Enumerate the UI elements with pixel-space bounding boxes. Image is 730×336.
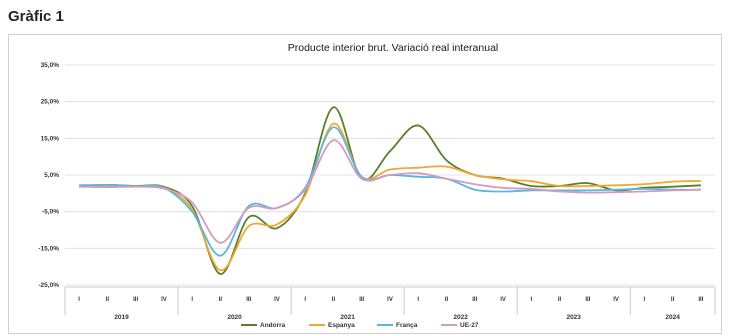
x-tick-quarter: III — [133, 297, 138, 303]
x-tick-year: 2019 — [114, 314, 129, 321]
x-tick-quarter: IV — [613, 297, 619, 303]
x-tick-quarter: II — [332, 297, 336, 303]
x-tick-quarter: I — [530, 297, 532, 303]
x-tick-quarter: I — [644, 297, 646, 303]
x-tick-quarter: IV — [500, 297, 506, 303]
figure-heading: Gràfic 1 — [8, 8, 64, 25]
x-tick-quarter: IV — [387, 297, 393, 303]
y-tick-label: 15,0% — [41, 135, 60, 142]
x-tick-quarter: IV — [274, 297, 280, 303]
x-tick-year: 2023 — [566, 314, 581, 321]
y-tick-label: 25,0% — [41, 99, 60, 106]
x-tick-quarter: I — [304, 297, 306, 303]
x-tick-quarter: I — [417, 297, 419, 303]
x-tick-quarter: IV — [161, 297, 167, 303]
line-chart: Producte interior brut. Variació real in… — [38, 42, 716, 329]
x-tick-year: 2021 — [340, 314, 355, 321]
x-tick-quarter: II — [106, 297, 110, 303]
x-tick-quarter: I — [191, 297, 193, 303]
x-tick-quarter: II — [671, 297, 675, 303]
x-tick-quarter: II — [445, 297, 449, 303]
x-tick-year: 2020 — [227, 314, 242, 321]
grid-lines — [65, 64, 715, 286]
chart-frame: Producte interior brut. Variació real in… — [8, 34, 722, 334]
x-tick-quarter: III — [359, 297, 364, 303]
series-line-andorra — [79, 106, 701, 275]
x-tick-quarter: III — [585, 297, 590, 303]
y-tick-label: -15,0% — [38, 245, 59, 252]
y-tick-label: -25,0% — [38, 282, 59, 289]
y-tick-label: -5,0% — [42, 209, 59, 216]
series-line-espanya — [79, 122, 701, 272]
legend-label: França — [396, 322, 418, 329]
series-line-ue-27 — [79, 139, 701, 244]
legend: Andorra Espanya França UE-27 — [241, 322, 479, 329]
x-tick-year: 2024 — [665, 314, 680, 321]
x-tick-quarter: III — [472, 297, 477, 303]
y-tick-label: 5,0% — [44, 172, 59, 179]
x-axis: I II III IV I II III IV I II III IV I II III IV I II III IV… — [64, 286, 716, 321]
y-tick-label: 35,0% — [41, 62, 60, 69]
x-tick-quarter: III — [698, 297, 703, 303]
legend-label: Andorra — [260, 322, 286, 329]
y-axis-ticks: 35,0% 25,0% 15,0% 5,0% -5,0% -15,0% -25,0% — [38, 62, 59, 289]
x-tick-quarter: II — [219, 297, 223, 303]
series-lines — [79, 106, 701, 275]
x-tick-year: 2022 — [453, 314, 468, 321]
x-tick-quarter: I — [78, 297, 80, 303]
legend-label: UE-27 — [460, 322, 479, 329]
x-tick-quarter: II — [558, 297, 562, 303]
legend-label: Espanya — [328, 322, 355, 329]
x-tick-quarter: III — [246, 297, 251, 303]
chart-title: Producte interior brut. Variació real in… — [288, 42, 499, 54]
